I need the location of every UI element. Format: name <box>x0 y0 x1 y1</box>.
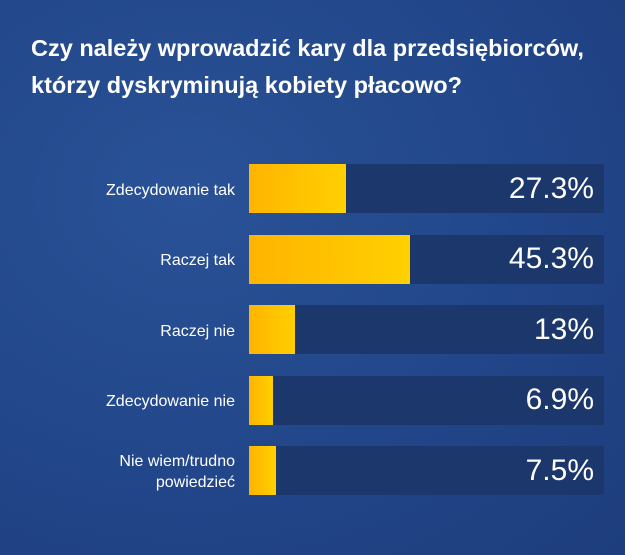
bar-track: 6.9% <box>249 375 604 425</box>
category-label: Raczej tak <box>160 252 235 269</box>
bar-row: Raczej tak 45.3% <box>0 234 625 287</box>
bar-row: Raczej nie 13% <box>0 305 625 357</box>
bar <box>249 164 346 213</box>
value-label: 45.3% <box>508 242 594 275</box>
value-label: 13% <box>533 312 594 346</box>
bar-track: 13% <box>249 305 604 354</box>
category-label: Zdecydowanie nie <box>106 393 235 410</box>
value-label: 27.3% <box>508 171 594 205</box>
chart-title: Czy należy wprowadzić kary dla przedsięb… <box>31 35 584 98</box>
bar-row: Zdecydowanie nie 6.9% <box>0 375 625 428</box>
bar-row: Nie wiem/trudno powiedzieć 7.5% <box>0 446 625 498</box>
category-label: Zdecydowanie tak <box>106 181 235 199</box>
bar-track: 7.5% <box>249 446 604 495</box>
bar <box>249 234 410 284</box>
bar-track: 45.3% <box>249 234 604 284</box>
category-label: Raczej nie <box>160 322 235 340</box>
bar-row: Zdecydowanie tak 27.3% <box>0 164 625 216</box>
bar <box>249 305 295 354</box>
value-label: 6.9% <box>525 383 594 416</box>
bar <box>249 446 276 495</box>
bar <box>249 375 273 425</box>
value-label: 7.5% <box>525 453 594 487</box>
category-label: Nie wiem/trudno powiedzieć <box>119 453 235 491</box>
bar-track: 27.3% <box>249 164 604 213</box>
